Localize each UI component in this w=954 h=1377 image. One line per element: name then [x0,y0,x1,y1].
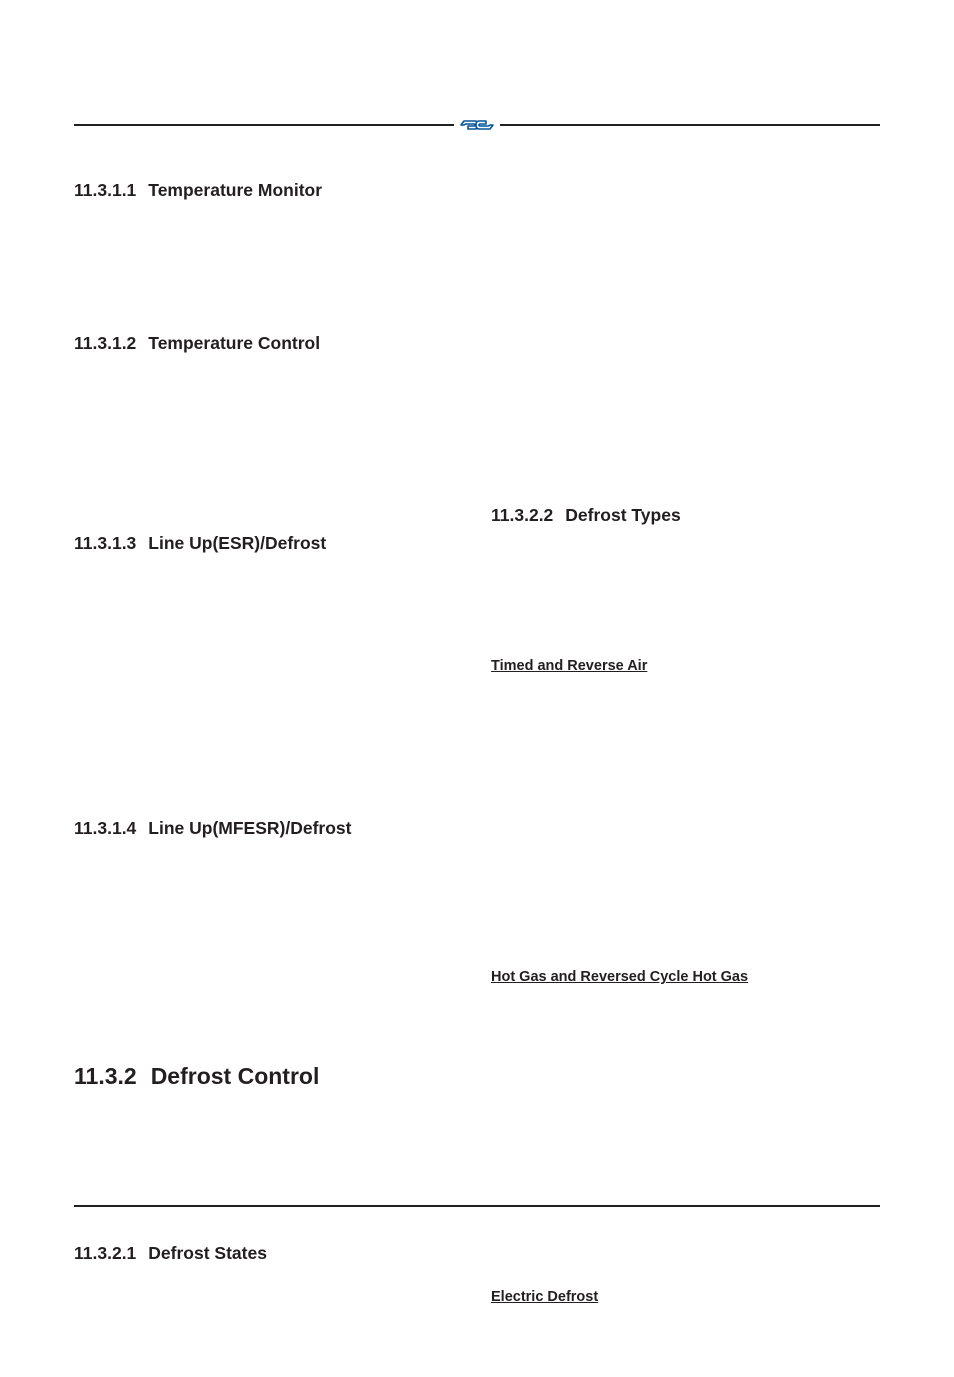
heading-title: Temperature Control [148,333,320,354]
body-text: placeholder placeholder placeholder plac… [491,674,880,818]
body-text: placeholder placeholder placeholder plac… [74,201,463,273]
right-column: 11.3.2.2 Defrost Types placeholder place… [491,180,880,1377]
heading-lineup-mfesr-defrost: 11.3.1.4 Line Up(MFESR)/Defrost [74,818,463,839]
heading-number: 11.3.1.4 [74,818,136,839]
heading-title: Defrost Control [151,1063,320,1090]
heading-defrost-states: 11.3.2.1 Defrost States [74,1243,463,1264]
body-text: placeholder placeholder placeholder plac… [491,985,880,1129]
heading-number: 11.3.1.1 [74,180,136,201]
body-text: placeholder placeholder placeholder plac… [74,839,463,947]
heading-title: Line Up(MFESR)/Defrost [148,818,351,839]
heading-temperature-monitor: 11.3.1.1 Temperature Monitor [74,180,463,201]
body-text: placeholder placeholder placeholder plac… [74,354,463,462]
heading-number: 11.3.2.2 [491,505,553,526]
heading-title: Defrost Types [565,505,680,526]
header-rule [74,117,880,133]
heading-number: 11.3.2 [74,1063,137,1090]
heading-number: 11.3.2.1 [74,1243,136,1264]
body-text: placeholder placeholder placeholder plac… [491,526,880,598]
body-text: placeholder placeholder placeholder plac… [74,1090,463,1162]
body-text: placeholder placeholder placeholder plac… [491,1305,880,1377]
heading-title: Temperature Monitor [148,180,322,201]
body-text: placeholder placeholder placeholder plac… [74,1264,463,1354]
header-rule-left [74,124,454,126]
heading-defrost-types: 11.3.2.2 Defrost Types [491,505,880,526]
content-columns: 11.3.1.1 Temperature Monitor placeholder… [74,180,880,1377]
body-text: placeholder placeholder placeholder plac… [74,554,463,680]
heading-defrost-control: 11.3.2 Defrost Control [74,1063,463,1090]
heading-title: Line Up(ESR)/Defrost [148,533,326,554]
subheading-electric-defrost: Electric Defrost [491,1289,880,1305]
document-page: 11.3.1.1 Temperature Monitor placeholder… [0,0,954,1350]
footer-rule [74,1205,880,1207]
subheading-hot-gas: Hot Gas and Reversed Cycle Hot Gas [491,969,880,985]
subheading-timed-reverse-air: Timed and Reverse Air [491,658,880,674]
heading-title: Defrost States [148,1243,267,1264]
heading-temperature-control: 11.3.1.2 Temperature Control [74,333,463,354]
header-rule-right [500,124,880,126]
left-column: 11.3.1.1 Temperature Monitor placeholder… [74,180,463,1377]
heading-lineup-esr-defrost: 11.3.1.3 Line Up(ESR)/Defrost [74,533,463,554]
heading-number: 11.3.1.2 [74,333,136,354]
header-logo [454,117,500,133]
heading-number: 11.3.1.3 [74,533,136,554]
